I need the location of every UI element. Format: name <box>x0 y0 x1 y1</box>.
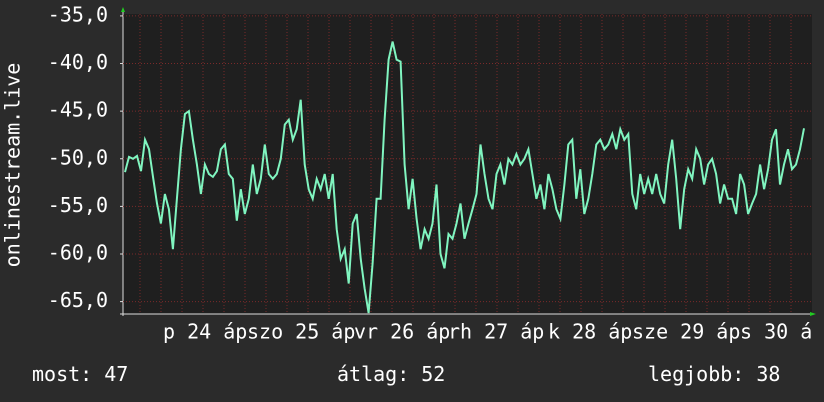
stat: átlag: 52 <box>337 362 445 386</box>
stat: most: 47 <box>32 362 128 386</box>
stat-label: átlag: <box>337 362 409 386</box>
data-line <box>124 41 805 314</box>
y-axis-arrow <box>121 7 125 12</box>
stat-label: most: <box>32 362 92 386</box>
x-tick-label: sze 29 áp <box>632 320 740 344</box>
x-axis-arrow <box>810 312 816 316</box>
stat-value: 52 <box>421 362 445 386</box>
stat: legjobb: 38 <box>648 362 780 386</box>
y-tick-label: -55,0 <box>48 193 108 217</box>
y-tick-label: -40,0 <box>48 50 108 74</box>
stat-value: 38 <box>756 362 780 386</box>
y-tick-label: -45,0 <box>48 98 108 122</box>
y-tick-label: -50,0 <box>48 145 108 169</box>
x-tick-label: szo 25 áp <box>247 320 355 344</box>
stat-value: 47 <box>104 362 128 386</box>
y-axis-label: onlinestream.live <box>1 63 25 268</box>
x-tick-label: p 24 áp <box>163 320 247 344</box>
x-tick-label: vr 26 áp <box>354 320 450 344</box>
x-tick-label: s 30 á <box>740 320 812 344</box>
x-tick-label: rh 27 áp <box>448 320 544 344</box>
stat-label: legjobb: <box>648 362 744 386</box>
y-tick-label: -60,0 <box>48 241 108 265</box>
y-tick-label: -65,0 <box>48 288 108 312</box>
y-tick-label: -35,0 <box>48 2 108 26</box>
x-tick-label: k 28 áp <box>548 320 632 344</box>
